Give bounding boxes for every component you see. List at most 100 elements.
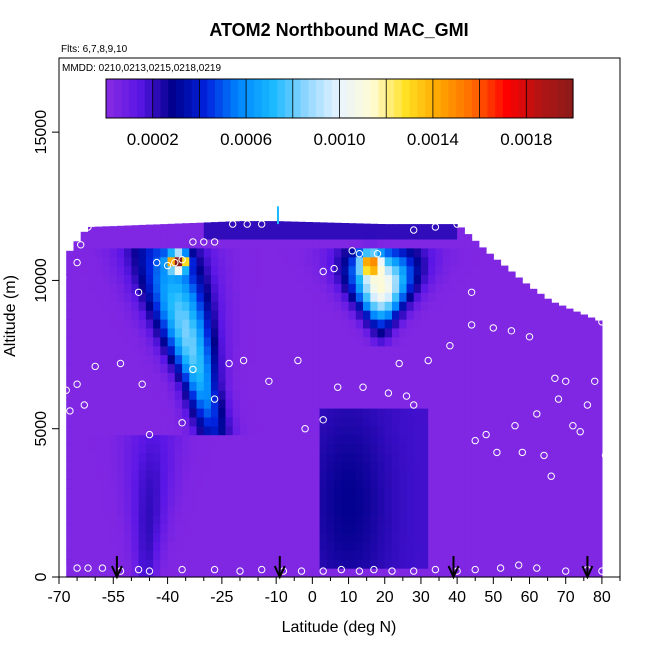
heatmap-cell (471, 496, 480, 507)
heatmap-cell (102, 390, 111, 400)
heatmap-cell (580, 390, 588, 400)
heatmap-cell (305, 523, 313, 534)
heatmap-cell (232, 479, 241, 489)
heatmap-cell (218, 238, 227, 249)
heatmap-cell (536, 327, 545, 338)
heatmap-cell (240, 372, 248, 382)
heatmap-cell (355, 372, 364, 382)
heatmap-cell (406, 514, 415, 525)
heatmap-cell (290, 292, 299, 302)
flight-point (189, 238, 197, 246)
heatmap-cell (240, 479, 248, 489)
heatmap-cell (348, 470, 357, 480)
heatmap-cell (240, 443, 248, 453)
heatmap-cell (363, 345, 371, 356)
heatmap-cell (392, 327, 400, 338)
colorbar-cell (534, 79, 543, 118)
heatmap-cell (457, 292, 465, 302)
heatmap-cell (486, 416, 494, 427)
heatmap-cell (442, 514, 451, 525)
heatmap-cell (211, 461, 219, 471)
heatmap-cell (572, 488, 581, 498)
heatmap-cell (515, 550, 523, 560)
heatmap-cell (457, 514, 465, 525)
heatmap-cell (493, 372, 502, 382)
heatmap-cell (334, 434, 342, 445)
heatmap-cell (88, 514, 96, 525)
heatmap-cell (544, 496, 552, 507)
heatmap-cell (464, 488, 473, 498)
heatmap-cell (377, 224, 386, 231)
heatmap-cell (109, 408, 118, 418)
heatmap-cell (211, 532, 219, 542)
heatmap-cell (435, 479, 444, 489)
heatmap-cell (182, 461, 190, 471)
heatmap-cell (507, 301, 516, 311)
colorbar-cell (152, 79, 162, 118)
heatmap-cell (428, 408, 436, 418)
heatmap-cell (334, 222, 342, 231)
heatmap-cell (384, 354, 393, 365)
heatmap-cell (73, 425, 82, 436)
heatmap-cell (580, 336, 588, 347)
heatmap-cell (145, 319, 154, 329)
flight-point (467, 321, 476, 329)
heatmap-cell (355, 399, 364, 409)
heatmap-cell (449, 425, 458, 436)
heatmap-cell (167, 568, 176, 578)
heatmap-cell (196, 505, 205, 516)
heatmap-cell (283, 274, 292, 284)
heatmap-cell (290, 505, 299, 516)
heatmap-cell (536, 461, 545, 471)
heatmap-cell (261, 461, 270, 471)
heatmap-cell (247, 479, 255, 489)
heatmap-cell (167, 247, 176, 258)
heatmap-cell (102, 230, 111, 240)
heatmap-cell (580, 408, 588, 418)
heatmap-cell (167, 381, 176, 391)
heatmap-cell (594, 443, 603, 453)
heatmap-cell (515, 568, 523, 578)
heatmap-cell (558, 319, 567, 329)
heatmap-cell (406, 224, 415, 231)
colorbar-cell (222, 79, 232, 118)
heatmap-cell (254, 238, 263, 249)
heatmap-cell (189, 238, 198, 249)
heatmap-cell (392, 399, 400, 409)
heatmap-cell (392, 514, 400, 525)
colorbar-cell (417, 79, 426, 118)
heatmap-cell (196, 230, 205, 240)
heatmap-cell (457, 265, 465, 276)
heatmap-cell (572, 532, 581, 542)
heatmap-cell (247, 256, 255, 267)
heatmap-cell (558, 434, 567, 445)
heatmap-cell (66, 461, 74, 471)
heatmap-cell (500, 336, 509, 347)
heatmap-cell (66, 250, 74, 258)
heatmap-cell (507, 532, 516, 542)
heatmap-cell (334, 319, 342, 329)
heatmap-cell (558, 479, 567, 489)
heatmap-cell (392, 532, 400, 542)
heatmap-cell (558, 488, 567, 498)
heatmap-cell (442, 238, 451, 249)
heatmap-cell (486, 310, 494, 320)
heatmap-cell (225, 327, 234, 338)
heatmap-cell (471, 550, 480, 560)
heatmap-cell (341, 532, 350, 542)
heatmap-cell (232, 523, 241, 534)
heatmap-cell (174, 434, 183, 445)
heatmap-cell (312, 568, 321, 578)
heatmap-cell (435, 568, 444, 578)
heatmap-cell (428, 345, 436, 356)
flight-point (511, 422, 519, 430)
heatmap-cell (225, 479, 234, 489)
heatmap-cell (124, 523, 132, 534)
heatmap-cell (464, 274, 473, 284)
heatmap-cell (565, 559, 574, 569)
heatmap-cell (276, 541, 284, 551)
heatmap-cell (116, 559, 125, 569)
heatmap-cell (370, 479, 379, 489)
heatmap-cell (138, 363, 147, 373)
heatmap-cell (218, 425, 227, 436)
